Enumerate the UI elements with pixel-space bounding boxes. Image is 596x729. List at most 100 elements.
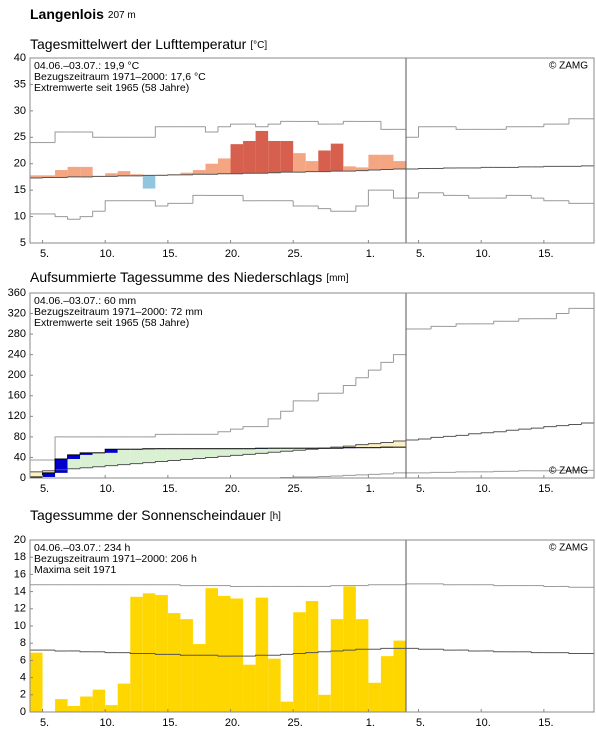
bar [380,154,394,170]
extreme-min-line [154,200,168,207]
y-tick-label: 360 [8,287,26,299]
y-tick-label: 35 [14,78,26,90]
normal-line [217,173,231,175]
deviation-area [293,448,306,451]
extreme-min-line [518,470,532,472]
bar [343,166,356,172]
note: Maxima seit 1971 [34,564,116,576]
bar [155,595,168,712]
x-tick-label: 20. [225,483,240,495]
extreme-min-line [530,195,544,199]
extreme-min-line [555,469,569,471]
bar [243,140,256,174]
y-tick-label: 20 [14,158,26,170]
bar [142,175,156,189]
normal-line [104,465,118,467]
normal-line [167,174,181,176]
extreme-min-line [79,216,93,220]
extreme-max-line [255,124,269,128]
x-tick-label: 20. [225,248,240,260]
bar [218,158,231,174]
normal-line [380,442,394,444]
note: Bezugszeitraum 1971–2000: 206 h [34,553,197,565]
extreme-min-line [54,213,68,218]
bar [268,140,281,173]
extreme-max-line [154,433,168,437]
bar [130,174,143,176]
daily-increment [55,458,68,473]
bar [30,652,43,712]
bar [280,140,294,173]
chart-title: Tagesmittelwert der Lufttemperatur [°C] [30,36,267,52]
extreme-max-line [505,126,519,130]
bar [180,172,193,175]
normal-line [443,435,457,438]
daily-increment [42,472,56,477]
plot-frame [29,292,595,479]
unit: [mm] [326,273,348,284]
normal-line [179,459,193,461]
extreme-max-line [493,320,507,324]
normal-line [267,172,281,174]
extreme-min-line [392,472,406,474]
bar [393,640,406,712]
normal-line [167,460,181,462]
extreme-max-line [317,392,331,401]
extreme-min-line [317,475,331,477]
y-tick-label: 4 [20,672,26,684]
extreme-max-line [380,121,394,130]
extreme-min-line [418,192,432,199]
y-tick-label: 15 [14,184,26,196]
extreme-min-line [67,216,81,220]
bar [293,153,306,173]
deviation-area [30,471,43,477]
normal-line [330,650,344,652]
y-tick-label: 14 [14,586,26,598]
normal-line [518,166,532,168]
extreme-min-line [543,198,557,202]
x-tick-label: 5. [40,248,49,260]
x-tick-label: 25. [288,248,303,260]
y-tick-label: 2 [20,689,26,701]
normal-line [443,167,457,169]
bar [243,664,256,712]
bar [117,683,131,712]
bar [355,619,369,712]
extreme-max-line [179,584,193,587]
bar [67,705,81,712]
normal-line [204,456,218,459]
chart-title: Aufsummierte Tagessumme des Niederschlag… [30,269,349,285]
extreme-max-line [217,126,231,132]
normal-line [430,436,444,439]
bar [192,644,206,712]
x-tick-label: 5. [416,248,425,260]
normal-line [392,440,406,443]
extreme-max-line [418,126,432,138]
extreme-max-line [330,585,344,587]
normal-line [380,169,394,171]
y-tick-label: 8 [20,637,26,649]
y-tick-label: 30 [14,105,26,117]
bar [230,144,244,174]
extreme-min-line [330,208,344,212]
plot-area [30,293,594,478]
extreme-min-line [317,206,331,210]
normal-line [480,432,494,434]
daily-increment [105,449,118,453]
bar [318,150,331,172]
extreme-min-line [330,475,344,477]
bar [167,613,181,712]
bar [380,656,394,712]
deviation-area [255,448,269,454]
normal-line [555,425,569,427]
y-tick-label: 18 [14,551,26,563]
normal-line [192,173,206,175]
deviation-area [368,443,381,448]
deviation-area [155,448,168,462]
deviation-area [42,470,56,473]
extreme-max-line [280,120,294,125]
bar [218,595,231,712]
bar [305,161,319,172]
normal-line [305,448,319,451]
